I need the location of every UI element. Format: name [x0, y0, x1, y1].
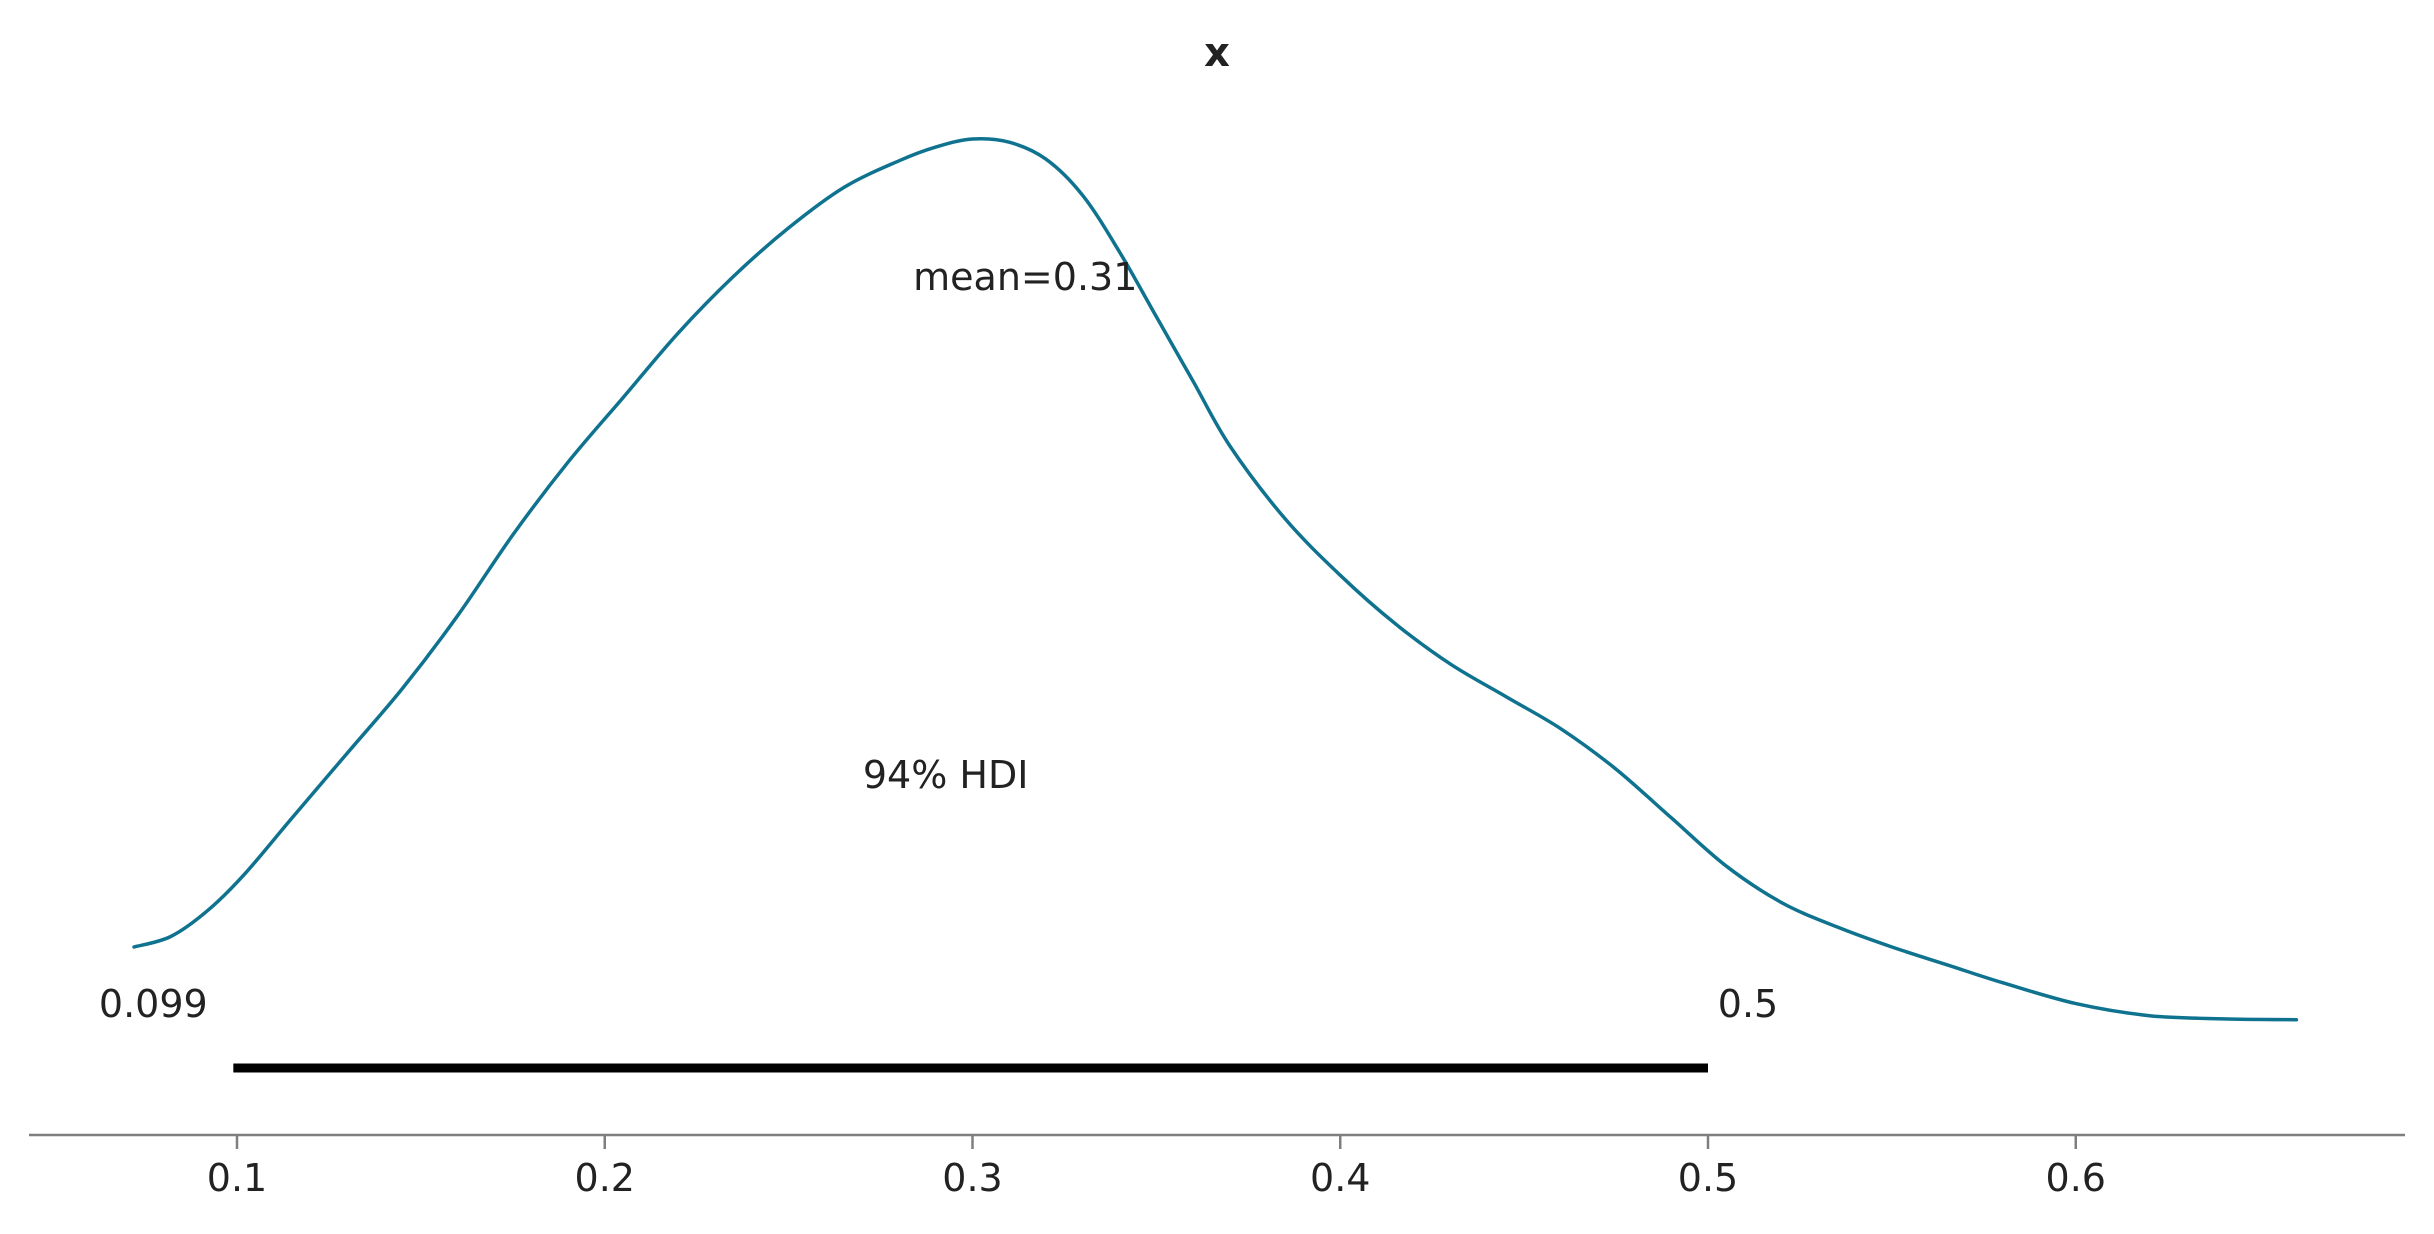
- x-tick-label: 0.6: [2046, 1156, 2106, 1200]
- x-tick-label: 0.1: [207, 1156, 267, 1200]
- mean-label: mean=0.31: [913, 255, 1137, 299]
- x-tick-label: 0.4: [1310, 1156, 1370, 1200]
- hdi-lower-label: 0.099: [99, 982, 208, 1026]
- x-tick-label: 0.5: [1678, 1156, 1738, 1200]
- x-tick-label: 0.3: [942, 1156, 1002, 1200]
- chart-title: x: [1204, 30, 1230, 76]
- hdi-label: 94% HDI: [863, 753, 1029, 797]
- x-tick-label: 0.2: [575, 1156, 635, 1200]
- hdi-upper-label: 0.5: [1718, 982, 1778, 1026]
- density-curve: [132, 136, 2299, 1022]
- x-axis-ticks: 0.1 0.2 0.3 0.4 0.5 0.6: [207, 1135, 2106, 1200]
